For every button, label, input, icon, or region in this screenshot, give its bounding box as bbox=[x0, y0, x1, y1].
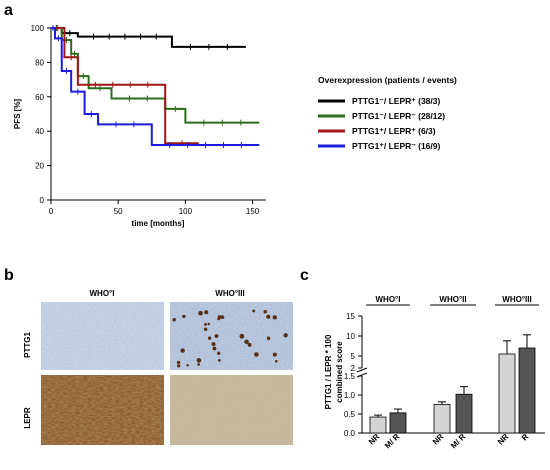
ihc-nucleus bbox=[176, 360, 181, 365]
bar-y-tick-label: 10 bbox=[346, 332, 355, 341]
bar-category-label-4: NR bbox=[496, 432, 511, 447]
ihc-row-header-pttg1: PTTG1 bbox=[23, 332, 32, 358]
ihc-nucleus bbox=[252, 309, 256, 313]
bar-category-label-1: M/ R bbox=[383, 432, 401, 450]
ihc-row-header-lepr: LEPR bbox=[23, 407, 32, 429]
km-legend-entry-3: PTTG1⁺/ LEPR⁻ (16/9) bbox=[352, 141, 440, 151]
bar-category-label-0: NR bbox=[367, 432, 382, 447]
km-legend-entry-1: PTTG1⁻/ LEPR⁻ (28/12) bbox=[352, 111, 445, 121]
ihc-nucleus bbox=[239, 333, 245, 339]
bar-y-tick-label: 5 bbox=[351, 352, 356, 361]
bar-y-tick-label: 0.0 bbox=[344, 429, 356, 438]
ihc-nucleus bbox=[266, 314, 271, 319]
bar-5 bbox=[518, 347, 536, 434]
km-curve-1 bbox=[51, 27, 260, 124]
ihc-nucleus bbox=[247, 342, 252, 347]
ihc-nucleus bbox=[186, 364, 189, 367]
ihc-nucleus bbox=[217, 317, 221, 321]
bar-category-label-3: M/ R bbox=[449, 432, 467, 450]
ihc-nucleus bbox=[211, 342, 216, 347]
km-curve-0 bbox=[51, 27, 246, 48]
bar-y-label-1: PTTG1 / LEPR * 100 bbox=[324, 334, 333, 409]
panel-label-a: a bbox=[4, 2, 13, 19]
km-legend: Overexpression (patients / events) PTTG1… bbox=[318, 75, 457, 151]
ihc-nucleus bbox=[217, 351, 221, 355]
ihc-col-header-who1: WHO°I bbox=[90, 289, 115, 298]
ihc-nucleus bbox=[182, 314, 186, 319]
ihc-nucleus bbox=[274, 359, 278, 363]
km-x-tick-label: 0 bbox=[49, 207, 54, 216]
bar-group-label-2: WHO°III bbox=[502, 295, 531, 304]
ihc-nucleus bbox=[214, 334, 219, 338]
km-legend-entry-2: PTTG1⁺/ LEPR⁺ (6/3) bbox=[352, 126, 436, 136]
ihc-nucleus bbox=[180, 348, 185, 353]
km-axes: PFS [%] time [months] bbox=[13, 28, 266, 228]
ihc-nucleus bbox=[172, 318, 176, 322]
km-curve-2 bbox=[51, 27, 199, 145]
bar-2 bbox=[433, 404, 451, 434]
km-y-axis-label: PFS [%] bbox=[13, 99, 22, 130]
bar-1 bbox=[389, 412, 407, 434]
bar-axis-break-1 bbox=[356, 367, 368, 373]
bar-group-label-0: WHO°I bbox=[376, 295, 401, 304]
ihc-col-header-who3: WHO°III bbox=[215, 289, 244, 298]
bar-category-label-5: R bbox=[520, 432, 531, 443]
bar-y-tick-label: 2 bbox=[351, 364, 356, 373]
ihc-nucleus bbox=[254, 352, 259, 357]
ihc-nucleus bbox=[283, 333, 288, 338]
km-y-tick-label: 20 bbox=[35, 162, 44, 171]
panel-label-b: b bbox=[4, 267, 14, 284]
bar-y-tick-label: 15 bbox=[346, 312, 355, 321]
km-y-tick-label: 60 bbox=[35, 93, 44, 102]
ihc-image-who3-pttg1 bbox=[170, 302, 293, 370]
ihc-image-who1-lepr bbox=[41, 375, 164, 445]
km-x-tick-label: 150 bbox=[246, 207, 260, 216]
km-y-tick-label: 40 bbox=[35, 127, 44, 136]
bar-y-tick-label: 0.5 bbox=[344, 410, 356, 419]
ihc-nucleus bbox=[272, 352, 277, 357]
ihc-nucleus bbox=[197, 363, 200, 366]
ihc-nucleus bbox=[220, 315, 225, 320]
km-y-tick-label: 0 bbox=[40, 196, 45, 205]
ihc-nucleus bbox=[244, 339, 249, 345]
km-y-tick-label: 100 bbox=[31, 24, 45, 33]
ihc-nucleus bbox=[207, 336, 212, 340]
panel-label-c: c bbox=[300, 267, 309, 284]
ihc-image-who3-lepr bbox=[170, 375, 293, 445]
bar-y-label-2: combined score bbox=[335, 341, 344, 403]
ihc-nucleus bbox=[217, 358, 221, 362]
ihc-panel: WHO°I WHO°III PTTG1 LEPR bbox=[23, 289, 293, 445]
km-legend-title: Overexpression (patients / events) bbox=[318, 75, 457, 85]
ihc-nucleus bbox=[207, 322, 210, 326]
ihc-nucleus bbox=[212, 346, 217, 351]
bar-3 bbox=[455, 393, 473, 434]
km-curve-3 bbox=[51, 27, 260, 146]
km-x-tick-label: 100 bbox=[179, 207, 193, 216]
ihc-nucleus bbox=[198, 310, 203, 316]
ihc-nucleus bbox=[176, 364, 181, 368]
km-x-axis-label: time [months] bbox=[132, 219, 185, 228]
ihc-nucleus bbox=[204, 323, 207, 326]
km-legend-entry-0: PTTG1⁻/ LEPR⁺ (38/3) bbox=[352, 96, 440, 106]
km-y-tick-label: 80 bbox=[35, 58, 44, 67]
bar-y-tick-label: 1.0 bbox=[344, 391, 356, 400]
km-x-tick-label: 50 bbox=[114, 207, 123, 216]
bar-category-label-2: NR bbox=[431, 432, 446, 447]
ihc-nucleus bbox=[203, 327, 208, 332]
ihc-nucleus bbox=[272, 315, 277, 320]
bar-group-label-1: WHO°II bbox=[439, 295, 466, 304]
ihc-nucleus bbox=[263, 310, 267, 314]
ihc-image-who1-pttg1 bbox=[41, 302, 164, 370]
bar-0 bbox=[369, 416, 387, 434]
bar-y-tick-label: 1.5 bbox=[344, 372, 356, 381]
ihc-nucleus bbox=[266, 336, 271, 340]
bar-4 bbox=[498, 353, 516, 434]
ihc-nucleus bbox=[196, 358, 202, 363]
ihc-nucleus bbox=[204, 310, 209, 315]
